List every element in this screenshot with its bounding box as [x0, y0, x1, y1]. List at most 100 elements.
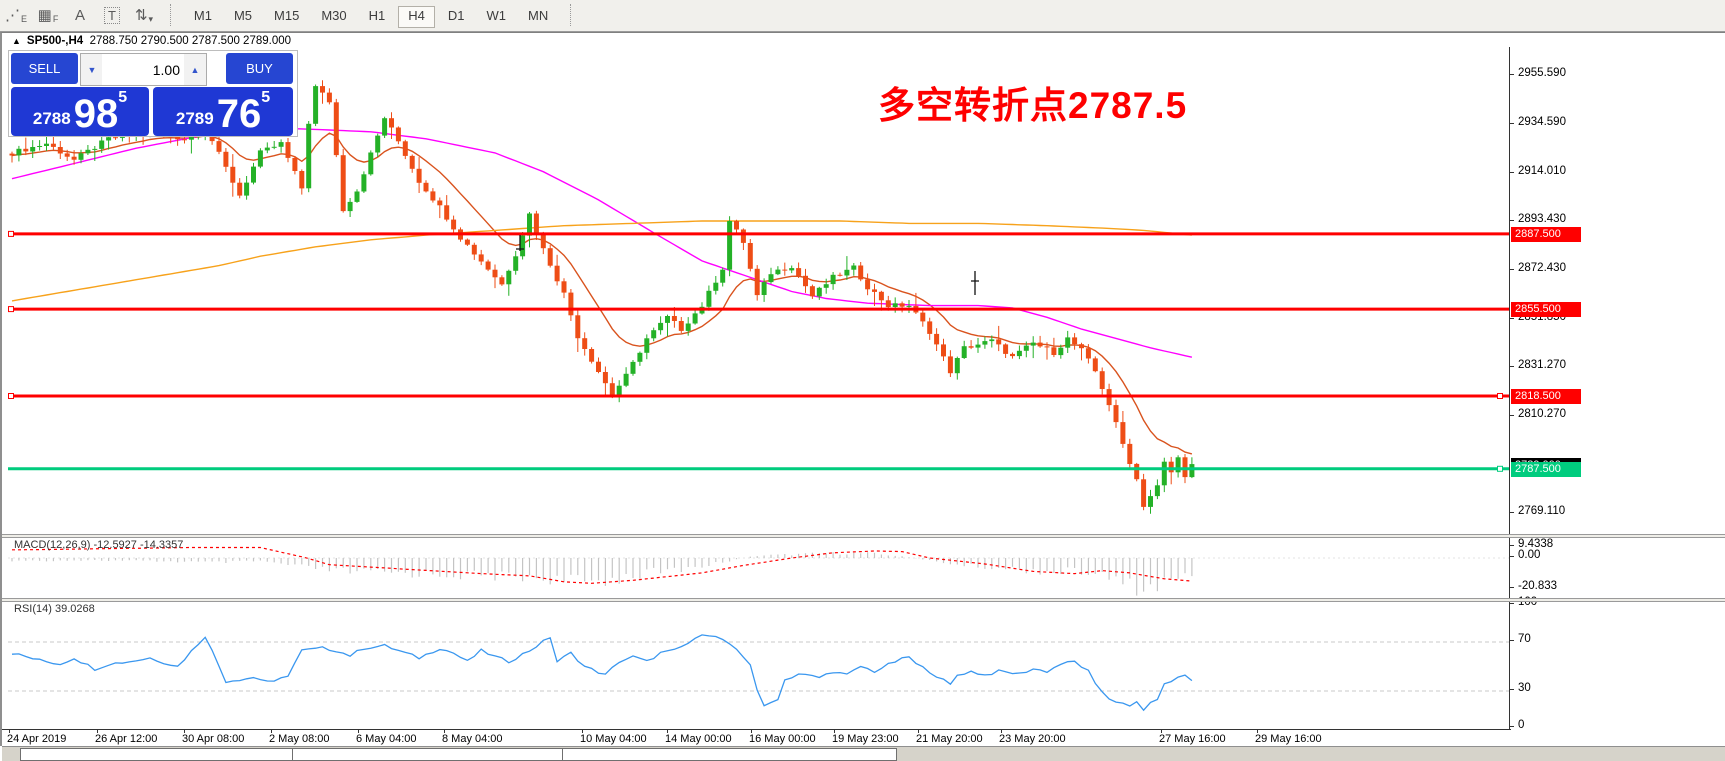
candle: [954, 356, 960, 380]
candle: [257, 148, 263, 169]
chart-annotation-text[interactable]: 多空转折点2787.5: [878, 85, 1188, 126]
panel-separator[interactable]: [2, 534, 1725, 538]
candle: [99, 134, 105, 153]
timeframe-button-m15[interactable]: M15: [274, 8, 300, 23]
candle: [485, 259, 491, 272]
panel-separator[interactable]: [2, 598, 1725, 602]
price-badge-2787.500: 2787.500: [1511, 462, 1581, 477]
candle: [506, 269, 512, 296]
price-tick-label: 2872.430: [1518, 262, 1566, 274]
candle: [389, 112, 394, 139]
candle: [264, 142, 270, 154]
buy-price-main: 76: [216, 92, 262, 136]
candle: [1113, 399, 1119, 428]
volume-decrease-button[interactable]: ▼: [80, 53, 104, 86]
time-label: 14 May 00:00: [665, 733, 732, 745]
rsi-panel-canvas[interactable]: [8, 601, 1509, 729]
macd-signal-line: [12, 546, 1192, 584]
rsi-axis-tick: [1510, 726, 1514, 727]
candle: [989, 335, 995, 348]
candle: [347, 198, 353, 217]
candle: [1051, 337, 1057, 358]
price-tick: [1510, 74, 1514, 75]
time-label: 16 May 00:00: [749, 733, 816, 745]
volume-input[interactable]: [102, 53, 185, 86]
candle: [92, 146, 98, 161]
candle: [182, 136, 187, 144]
sell-price-box[interactable]: 2788 98 5: [11, 87, 149, 136]
timeframe-button-h4[interactable]: H4: [398, 6, 435, 28]
candle: [244, 176, 250, 200]
hline-handle[interactable]: [8, 393, 14, 399]
grid-icon[interactable]: ▦ F: [37, 7, 59, 24]
candle: [533, 210, 539, 240]
arrange-windows-icon[interactable]: ⇅ ▾: [134, 7, 154, 24]
text-label-icon[interactable]: A: [74, 7, 85, 24]
candle: [637, 351, 643, 366]
candle: [37, 140, 43, 151]
time-axis[interactable]: 24 Apr 2019 26 Apr 12:00 30 Apr 08:00 2 May…: [2, 730, 1725, 746]
candle: [865, 273, 871, 296]
candle: [1058, 344, 1064, 359]
chart-mark[interactable]: [971, 271, 979, 295]
candle: [727, 216, 733, 277]
ma-fast-line[interactable]: [11, 132, 1193, 455]
timeframe-button-h1[interactable]: H1: [368, 8, 386, 23]
price-chart-canvas[interactable]: [8, 47, 1509, 534]
candle: [761, 278, 767, 302]
candle: [368, 150, 374, 176]
hline-handle[interactable]: [8, 306, 14, 313]
minimized-chart-window[interactable]: [562, 748, 897, 761]
buy-price-box[interactable]: 2789 76 5: [153, 87, 293, 136]
ma-slow-line[interactable]: [11, 220, 1192, 302]
candle: [927, 317, 933, 340]
candle: [237, 178, 243, 199]
candle: [499, 275, 505, 286]
minimized-chart-window[interactable]: [20, 748, 294, 761]
volume-increase-button[interactable]: ▲: [184, 53, 207, 86]
time-tick: [1001, 730, 1002, 733]
candle: [451, 215, 457, 235]
candle: [975, 338, 981, 353]
minimized-chart-window[interactable]: [292, 748, 564, 761]
buy-button[interactable]: BUY: [226, 53, 293, 84]
candle: [16, 145, 22, 162]
candle: [520, 232, 526, 260]
toolbar-separator: [569, 4, 572, 26]
candle: [706, 285, 712, 311]
candle: [540, 231, 546, 255]
chart-title-bar[interactable]: ▲ SP500-,H4 2788.750 2790.500 2787.500 27…: [12, 35, 291, 47]
time-label: 6 May 04:00: [356, 733, 417, 745]
candle: [596, 357, 601, 374]
chart-mark[interactable]: [516, 235, 524, 251]
line-studies-icon[interactable]: ⋰ E: [4, 7, 27, 24]
price-axis[interactable]: 2955.590 2934.590 2914.010 2893.430 2872.430…: [1510, 47, 1725, 731]
ma-mid-line[interactable]: [11, 126, 1193, 358]
hline-handle[interactable]: [1497, 465, 1503, 472]
text-box-icon[interactable]: T: [99, 3, 125, 29]
candle: [492, 264, 498, 289]
candle: [223, 148, 229, 172]
time-label: 8 May 04:00: [442, 733, 503, 745]
timeframe-button-m5[interactable]: M5: [233, 8, 253, 23]
candle: [547, 245, 553, 268]
timeframe-button-w1[interactable]: W1: [486, 8, 507, 23]
timeframe-button-m30[interactable]: M30: [321, 8, 347, 23]
price-tick: [1510, 366, 1514, 367]
sell-button[interactable]: SELL: [11, 53, 78, 84]
candle: [589, 347, 595, 364]
candle: [740, 228, 746, 250]
timeframe-button-mn[interactable]: MN: [528, 8, 549, 23]
collapse-icon[interactable]: ▲: [12, 36, 21, 46]
time-label: 30 Apr 08:00: [182, 733, 245, 745]
hline-handle[interactable]: [8, 230, 14, 237]
candle: [941, 338, 946, 361]
timeframe-button-d1[interactable]: D1: [447, 8, 465, 23]
candle: [313, 84, 319, 127]
timeframe-button-m1[interactable]: M1: [193, 8, 212, 23]
candle: [285, 138, 291, 163]
macd-panel-canvas[interactable]: [8, 538, 1509, 598]
hline-handle[interactable]: [1497, 393, 1503, 399]
caret-up-icon: ▲: [190, 64, 200, 75]
toolbar-separator: [170, 4, 172, 26]
